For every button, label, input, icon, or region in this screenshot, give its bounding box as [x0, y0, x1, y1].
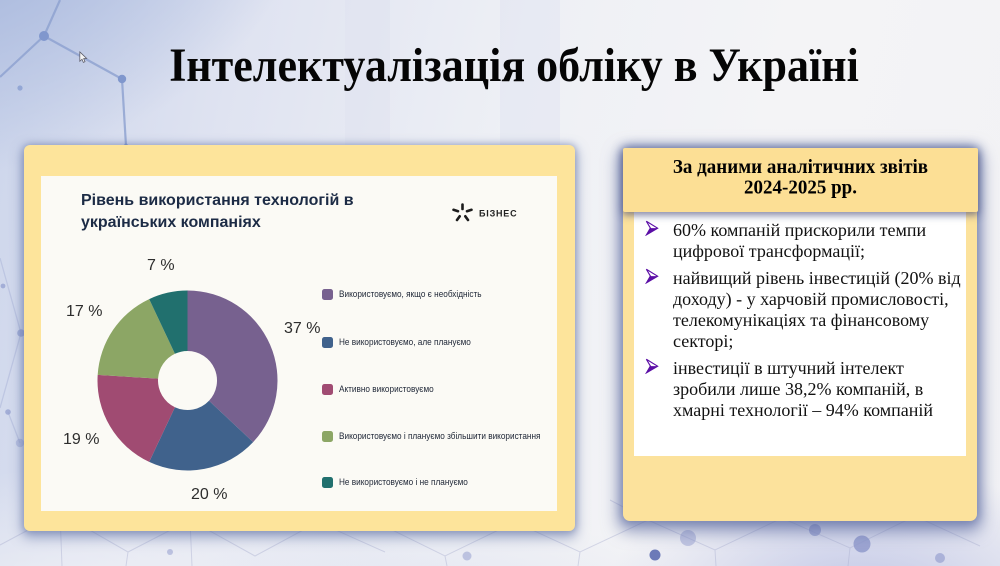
- svg-text:БІЗНЕС: БІЗНЕС: [479, 209, 517, 219]
